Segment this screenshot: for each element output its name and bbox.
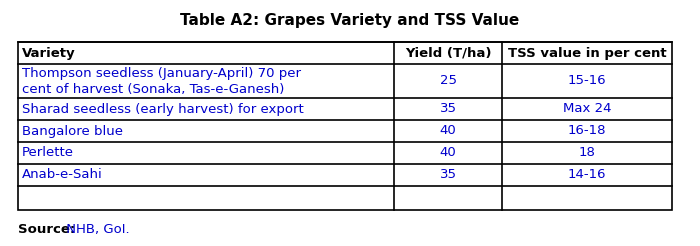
Text: 40: 40 bbox=[440, 124, 456, 138]
Text: NHB, GoI.: NHB, GoI. bbox=[62, 223, 130, 236]
Text: 18: 18 bbox=[578, 147, 596, 159]
Text: 35: 35 bbox=[440, 103, 456, 116]
Text: 15-16: 15-16 bbox=[568, 75, 606, 88]
Text: Perlette: Perlette bbox=[22, 147, 74, 159]
Text: 14-16: 14-16 bbox=[568, 169, 606, 182]
Text: Table A2: Grapes Variety and TSS Value: Table A2: Grapes Variety and TSS Value bbox=[181, 14, 519, 29]
Text: Variety: Variety bbox=[22, 46, 76, 60]
Text: Max 24: Max 24 bbox=[563, 103, 611, 116]
Text: Bangalore blue: Bangalore blue bbox=[22, 124, 123, 138]
Text: 35: 35 bbox=[440, 169, 456, 182]
Text: Thompson seedless (January-April) 70 per
cent of harvest (Sonaka, Tas-e-Ganesh): Thompson seedless (January-April) 70 per… bbox=[22, 66, 301, 95]
Text: 25: 25 bbox=[440, 75, 456, 88]
Text: 40: 40 bbox=[440, 147, 456, 159]
Text: Source:: Source: bbox=[18, 223, 76, 236]
Text: Yield (T/ha): Yield (T/ha) bbox=[405, 46, 491, 60]
Text: Sharad seedless (early harvest) for export: Sharad seedless (early harvest) for expo… bbox=[22, 103, 304, 116]
Text: Anab-e-Sahi: Anab-e-Sahi bbox=[22, 169, 103, 182]
Text: 16-18: 16-18 bbox=[568, 124, 606, 138]
Text: TSS value in per cent: TSS value in per cent bbox=[508, 46, 666, 60]
Bar bbox=[18, 42, 672, 210]
